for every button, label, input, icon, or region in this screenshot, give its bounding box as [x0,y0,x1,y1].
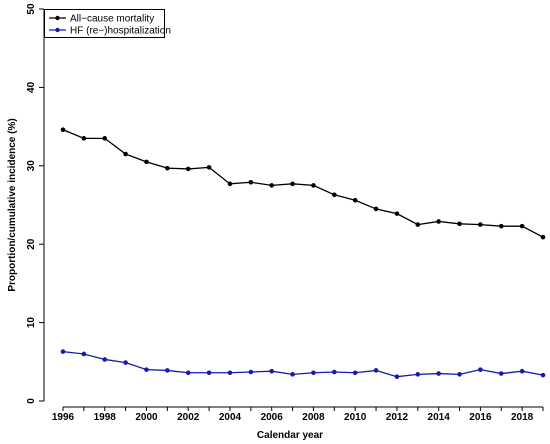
series-0 [60,127,546,240]
series-layer [60,127,546,379]
data-point [248,179,254,185]
data-point [81,351,87,357]
legend-marker-all-cause-mortality [55,15,60,21]
x-tick-label: 2004 [219,412,242,423]
data-point [457,372,462,377]
x-tick-label: 2010 [344,412,367,423]
y-tick-label: 50 [26,3,37,15]
series-1 [60,349,546,379]
data-point [185,166,191,172]
data-point [60,127,66,133]
x-tick-label: 2000 [135,412,158,423]
data-point [436,219,441,224]
data-point [144,367,149,372]
legend-label-hf-rehospitalization: HF (re−)hospitalization [70,26,171,37]
data-point [123,151,128,157]
data-point [519,368,525,374]
legend-item-hf-rehospitalization: HF (re−)hospitalization [49,26,171,37]
x-tick-label: 1998 [94,412,117,423]
x-tick-label: 2018 [511,412,534,423]
data-point [478,222,483,227]
axes [43,9,543,408]
x-ticks: 1996 1998 2000 2002 2004 2006 2008 2010 2012 2014… [52,407,544,423]
data-point [540,372,546,378]
data-point [206,370,212,376]
legend-item-all-cause-mortality: All−cause mortality [49,14,154,25]
data-point [227,181,233,187]
y-tick-label: 10 [26,317,37,329]
x-tick-label: 2012 [386,412,409,423]
data-point [206,165,212,170]
data-point [165,368,170,373]
x-axis-title: Calendar year [257,430,323,441]
legend-label-all-cause-mortality: All−cause mortality [70,14,154,25]
data-point [478,367,483,372]
legend-box [44,9,165,38]
data-point [352,197,358,203]
data-point [332,369,337,375]
data-point [394,211,400,216]
data-point [415,222,421,227]
y-axis-title: Proportion/cumulative incidence (%) [7,118,18,291]
data-point [436,371,441,376]
data-point [248,369,254,375]
data-point [311,183,316,188]
y-tick-label: 0 [26,398,37,404]
data-point [269,368,274,374]
x-tick-label: 2016 [469,412,492,423]
data-point [373,368,379,373]
data-point [102,136,108,141]
data-point [123,360,128,365]
y-ticks: 0 10 20 30 40 50 [26,3,44,404]
data-point [332,192,337,198]
x-tick-label: 2014 [428,412,451,423]
y-tick-label: 40 [26,81,37,93]
data-point [352,370,358,376]
data-point [290,181,295,187]
data-point [457,221,462,227]
data-point [60,349,66,354]
data-point [311,370,316,376]
data-point [102,357,108,362]
data-point [373,206,379,212]
x-tick-label: 2006 [261,412,284,423]
data-point [540,234,546,240]
y-tick-label: 20 [26,238,37,250]
x-tick-label: 2002 [177,412,200,423]
data-point [165,165,170,171]
data-point [81,136,87,141]
data-point [498,223,504,229]
y-tick-label: 30 [26,160,37,172]
data-point [415,372,421,377]
data-point [185,370,191,376]
legend: All−cause mortality HF (re−)hospitalizat… [44,9,171,38]
data-point [290,372,295,377]
series-line-1 [62,350,544,378]
legend-marker-hf-rehospitalization [55,27,60,33]
data-point [394,374,400,379]
series-line-0 [62,129,544,238]
data-point [144,159,149,165]
x-tick-label: 1996 [52,412,75,423]
data-point [269,183,274,188]
x-tick-label: 2008 [302,412,325,423]
data-point [227,370,233,376]
data-point [498,371,504,376]
data-point [519,223,525,229]
